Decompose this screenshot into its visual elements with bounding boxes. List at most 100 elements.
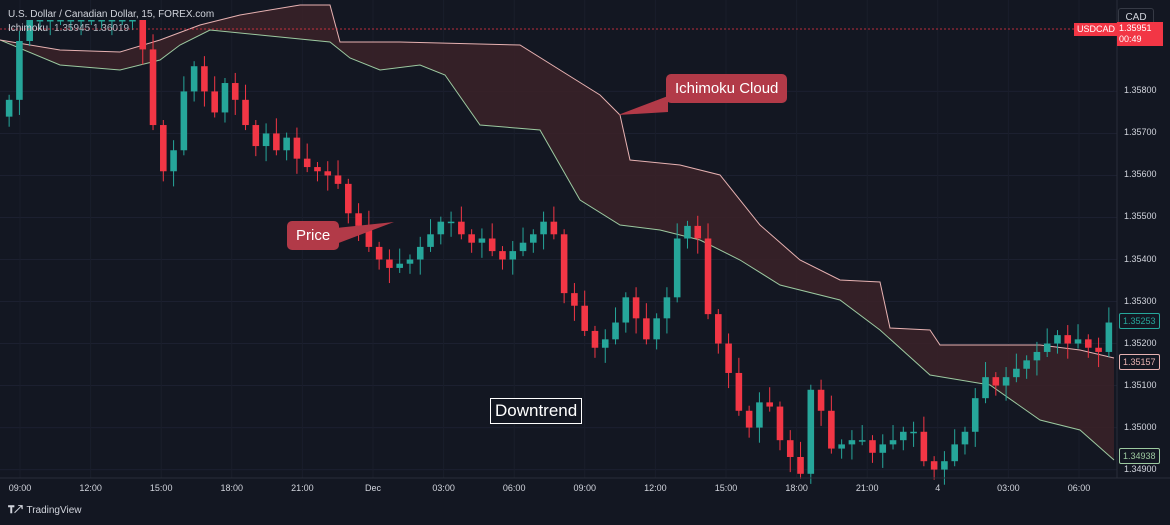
candle-body xyxy=(858,440,866,442)
candle-body xyxy=(283,137,290,151)
trend-label: Downtrend xyxy=(490,398,583,424)
time-tick: 21:00 xyxy=(291,483,314,493)
time-tick: Dec xyxy=(364,483,382,493)
candle-body xyxy=(1074,339,1082,344)
price-tick: 1.35500 xyxy=(1124,211,1157,222)
candle-body xyxy=(612,322,619,340)
candle-body xyxy=(88,20,95,22)
candle-body xyxy=(1064,335,1072,344)
price-tick: 1.35100 xyxy=(1124,379,1157,390)
footer-brand[interactable]: 𝐓↗ TradingView xyxy=(8,505,81,516)
candle-body xyxy=(838,444,845,449)
candle-body xyxy=(982,377,989,399)
time-tick: 06:00 xyxy=(502,483,526,493)
tradingview-logo-icon: 𝐓↗ xyxy=(8,505,23,516)
candle-body xyxy=(46,20,54,22)
candle-body xyxy=(1054,335,1061,344)
candle-body xyxy=(375,246,383,260)
price-callout: Price xyxy=(287,221,340,250)
price-tick: 1.35200 xyxy=(1124,337,1157,348)
candle-body xyxy=(160,125,167,172)
price-tick: 1.35700 xyxy=(1124,127,1157,138)
badge-span-a: 1.35253 xyxy=(1119,313,1160,329)
candle-body xyxy=(581,305,588,331)
candle-body xyxy=(571,293,578,306)
candle-body xyxy=(488,238,496,252)
candle-body xyxy=(951,444,958,462)
candle-body xyxy=(108,20,116,22)
candle-body xyxy=(468,234,475,243)
candle-body xyxy=(1033,351,1041,361)
candle-body xyxy=(231,83,239,100)
candle-body xyxy=(941,461,948,470)
time-tick: 12:00 xyxy=(79,483,102,493)
candle-body xyxy=(190,66,198,92)
candle-body xyxy=(458,221,465,235)
gridlines xyxy=(0,90,1117,471)
candle-body xyxy=(766,402,773,407)
candle-body xyxy=(797,456,804,474)
candle-body xyxy=(663,297,671,319)
candle-body xyxy=(139,20,147,50)
badge-span-b: 1.35157 xyxy=(1119,354,1160,370)
candle-body xyxy=(365,225,373,247)
candle-body xyxy=(848,440,856,445)
time-tick: 12:00 xyxy=(644,483,667,493)
indicator-values: 1.35945 1.36019 xyxy=(54,23,130,34)
price-callout-pointer xyxy=(336,222,394,244)
senkou-span-b-line xyxy=(0,4,1115,359)
candle-body xyxy=(1095,347,1102,352)
senkou-span-a-line xyxy=(0,29,1115,461)
candle-body xyxy=(293,137,301,159)
price-tick: 1.35000 xyxy=(1124,421,1157,432)
candle-body xyxy=(1002,377,1010,386)
chart-title: U.S. Dollar / Canadian Dollar, 15, FOREX… xyxy=(8,9,215,20)
candle-body xyxy=(324,171,332,176)
candle-body xyxy=(910,431,917,434)
candle-body xyxy=(786,440,794,457)
candle-body xyxy=(684,225,691,239)
candle-body xyxy=(961,431,969,445)
candle-body xyxy=(345,183,352,214)
candle-body xyxy=(314,167,321,172)
chart-header: U.S. Dollar / Canadian Dollar, 15, FOREX… xyxy=(8,8,214,36)
candle-body xyxy=(334,175,342,184)
candle-body xyxy=(900,431,907,441)
candle-body xyxy=(694,225,702,239)
candle-body xyxy=(5,99,13,117)
candle-body xyxy=(98,20,105,22)
price-tick: 1.35300 xyxy=(1124,295,1157,306)
candle-body xyxy=(427,234,434,247)
candle-body xyxy=(1105,322,1113,352)
candle-body xyxy=(118,20,126,22)
ichimoku-cloud xyxy=(0,4,1115,461)
candle-body xyxy=(1013,368,1020,378)
candle-body xyxy=(262,133,270,147)
candle-body xyxy=(499,251,506,260)
candle-body xyxy=(889,440,897,445)
candle-body xyxy=(725,343,732,373)
indicator-name[interactable]: Ichimoku xyxy=(8,23,49,34)
candle-body xyxy=(869,440,876,453)
time-tick: 15:00 xyxy=(149,483,173,493)
time-tick: 09:00 xyxy=(8,483,32,493)
price-tick: 1.35800 xyxy=(1124,85,1157,96)
candle-body xyxy=(447,221,455,224)
brand-name: TradingView xyxy=(26,505,82,516)
current-price-tag: 1.35951 00:49 xyxy=(1117,22,1163,46)
candle-body xyxy=(735,372,743,411)
candle-body xyxy=(930,461,938,470)
candle-body xyxy=(478,238,486,243)
time-tick: 09:00 xyxy=(573,483,597,493)
time-tick: 03:00 xyxy=(432,483,455,493)
candle-body xyxy=(745,410,753,428)
candle-body xyxy=(807,389,815,474)
candle-body xyxy=(1085,339,1092,348)
price-tick: 1.35400 xyxy=(1124,253,1157,264)
time-tick: 03:00 xyxy=(997,483,1020,493)
candle-body xyxy=(540,221,547,235)
candle-body xyxy=(303,158,311,168)
current-price-value: 1.35951 xyxy=(1119,23,1152,33)
candle-body xyxy=(828,410,835,449)
